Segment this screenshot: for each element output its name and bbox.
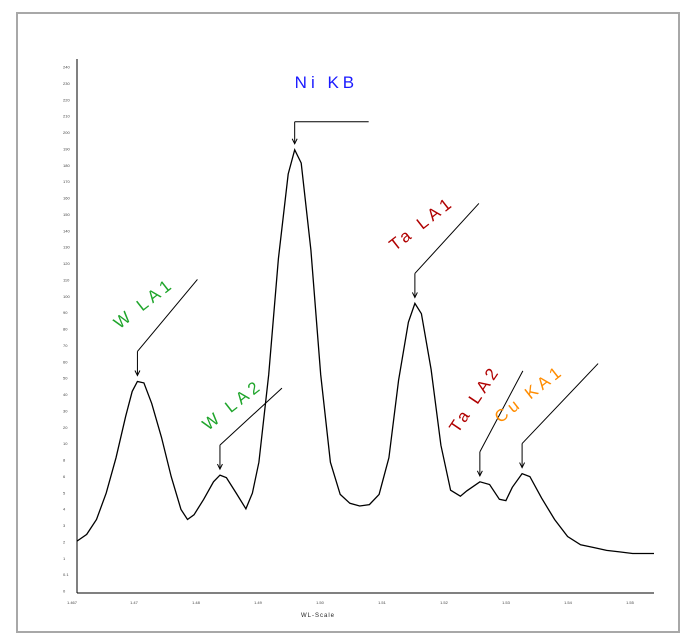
x-tick-label: 1.47	[130, 600, 139, 605]
x-tick-label: 1.49	[254, 600, 263, 605]
spectrum-series-line	[76, 147, 654, 555]
annotation-arrowhead	[476, 470, 483, 477]
y-tick-label: 60	[63, 359, 68, 364]
peak-label: Ta LA2	[445, 362, 504, 436]
y-tick-label: 120	[63, 261, 70, 266]
annotation-arrowhead	[291, 138, 298, 145]
y-tick-label: 30	[63, 408, 68, 413]
x-tick-label: 1.52	[440, 600, 449, 605]
annotation-leader	[479, 370, 524, 453]
y-tick-label: 10	[63, 441, 68, 446]
peak-label: Ta LA1	[386, 192, 458, 254]
peak-label: W LA2	[199, 376, 267, 435]
x-tick-label: 1.53	[502, 600, 511, 605]
y-tick-label: 20	[63, 425, 68, 430]
y-tick-label: 70	[63, 343, 68, 348]
annotation-arrowhead	[519, 462, 526, 469]
x-tick-label: 1.48	[192, 600, 201, 605]
y-tick-label: 90	[63, 310, 68, 315]
x-tick-label: 1.50	[316, 600, 325, 605]
y-tick-label: 100	[63, 294, 70, 299]
y-tick-label: 50	[63, 376, 68, 381]
y-tick-label: 210	[63, 114, 70, 119]
x-tick-labels: 1.467 1.47 1.48 1.49 1.50 1.51 1.52 1.53 1.54 1.5…	[67, 600, 635, 605]
annotation-leader	[521, 363, 599, 444]
y-tick-label: 150	[63, 212, 70, 217]
y-tick-label: 1	[63, 556, 66, 561]
x-tick-label: 1.54	[564, 600, 573, 605]
annotation-leader	[414, 203, 480, 274]
y-tick-label: 180	[63, 163, 70, 168]
chart-frame: 0 0.1 1 2 3 4 5 6 8 10 20 30 40 50 60 70 80 90 100 110 120 13…	[16, 12, 680, 633]
peak-annotation: W LA2	[199, 376, 283, 471]
y-tick-label: 0	[63, 589, 66, 594]
y-tick-label: 190	[63, 146, 70, 151]
peak-label: W LA1	[110, 274, 178, 333]
y-tick-label: 160	[63, 196, 70, 201]
peak-annotation: Ni KB	[291, 73, 369, 145]
y-tick-label: 5	[63, 490, 66, 495]
y-tick-labels: 0 0.1 1 2 3 4 5 6 8 10 20 30 40 50 60 70 80 90 100 110 120 13…	[63, 65, 70, 594]
y-tick-label: 8	[63, 458, 66, 463]
peak-annotation: W LA1	[110, 274, 198, 377]
y-tick-label: 0.1	[63, 572, 69, 577]
y-tick-label: 3	[63, 523, 66, 528]
peak-label: Cu KA1	[491, 361, 568, 427]
y-tick-label: 6	[63, 474, 66, 479]
annotation-leader	[137, 279, 198, 352]
x-tick-label: 1.55	[626, 600, 635, 605]
y-tick-label: 240	[63, 65, 70, 70]
y-tick-label: 200	[63, 130, 70, 135]
axes	[76, 59, 654, 594]
y-tick-label: 4	[63, 507, 66, 512]
annotation-arrowhead	[411, 292, 418, 299]
y-tick-label: 220	[63, 97, 70, 102]
y-tick-label: 140	[63, 228, 70, 233]
spectrum-chart: 0 0.1 1 2 3 4 5 6 8 10 20 30 40 50 60 70 80 90 100 110 120 13…	[63, 59, 654, 619]
y-tick-label: 170	[63, 179, 70, 184]
x-tick-label: 1.51	[378, 600, 387, 605]
peak-annotation: Cu KA1	[491, 361, 599, 469]
annotation-leader	[219, 387, 283, 446]
annotation-arrowhead	[134, 370, 141, 377]
y-tick-label: 230	[63, 81, 70, 86]
y-tick-label: 110	[63, 277, 70, 282]
y-tick-label: 80	[63, 327, 68, 332]
y-tick-label: 130	[63, 245, 70, 250]
x-axis-label: WL-Scale	[301, 613, 335, 619]
y-tick-label: 2	[63, 539, 66, 544]
annotation-arrowhead	[217, 463, 223, 471]
peak-label: Ni KB	[295, 73, 358, 92]
x-tick-label: 1.467	[67, 600, 78, 605]
y-tick-label: 40	[63, 392, 68, 397]
peak-annotation: Ta LA1	[386, 192, 480, 299]
